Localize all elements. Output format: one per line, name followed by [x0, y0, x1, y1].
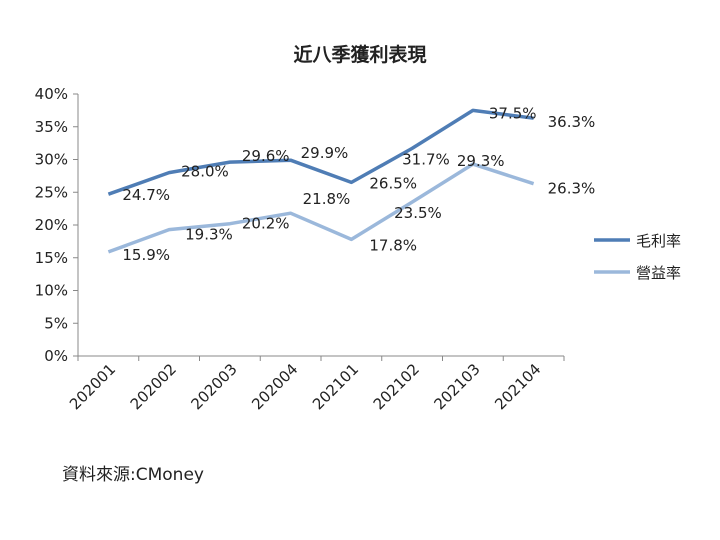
series-line-2 [107, 162, 535, 254]
y-tick-label: 40% [35, 85, 68, 103]
data-label: 26.5% [369, 174, 417, 192]
x-tick-label: 202003 [187, 360, 240, 413]
series-lines [107, 108, 535, 254]
data-label: 26.3% [548, 180, 596, 198]
data-label: 36.3% [548, 113, 596, 131]
y-tick-label: 5% [44, 314, 68, 332]
x-tick-label: 202002 [127, 360, 180, 413]
x-tick-label: 202101 [309, 360, 362, 413]
data-label: 29.9% [301, 144, 349, 162]
x-tick-label: 202004 [248, 360, 301, 413]
x-axis-ticks: 202001 202002 202003 202004 202101 202102 2021… [66, 356, 565, 413]
data-label: 20.2% [242, 215, 290, 233]
data-label: 23.5% [394, 204, 442, 222]
legend-label-2: 營益率 [636, 264, 681, 282]
y-tick-label: 10% [35, 282, 68, 300]
data-label: 29.6% [242, 147, 290, 165]
data-label: 19.3% [185, 226, 233, 244]
data-label: 29.3% [457, 152, 505, 170]
x-tick-label: 202103 [430, 360, 483, 413]
series-line-1 [107, 108, 534, 196]
x-tick-label: 202104 [491, 360, 544, 413]
x-tick-label: 202001 [66, 360, 119, 413]
data-label: 21.8% [303, 190, 351, 208]
y-tick-label: 15% [35, 249, 68, 267]
x-tick-label: 202102 [370, 360, 423, 413]
source-note: 資料來源:CMoney [62, 465, 204, 485]
y-tick-label: 35% [35, 118, 68, 136]
data-labels: 24.7% 28.0% 29.6% 29.9% 26.5% 31.7% 37.5% 36.3%… [122, 104, 595, 263]
y-tick-label: 25% [35, 183, 68, 201]
data-label: 17.8% [369, 236, 417, 254]
chart-title: 近八季獲利表現 [293, 44, 427, 66]
y-tick-label: 20% [35, 216, 68, 234]
data-label: 31.7% [402, 150, 450, 168]
y-tick-label: 0% [44, 347, 68, 365]
y-axis-ticks: 0% 5% 10% 15% 20% 25% 30% 35% 40% [35, 85, 78, 365]
data-label: 24.7% [122, 186, 170, 204]
legend-label-1: 毛利率 [636, 232, 681, 250]
y-tick-label: 30% [35, 151, 68, 169]
data-label: 28.0% [181, 163, 229, 181]
data-label: 15.9% [122, 246, 170, 264]
data-label: 37.5% [489, 104, 537, 122]
